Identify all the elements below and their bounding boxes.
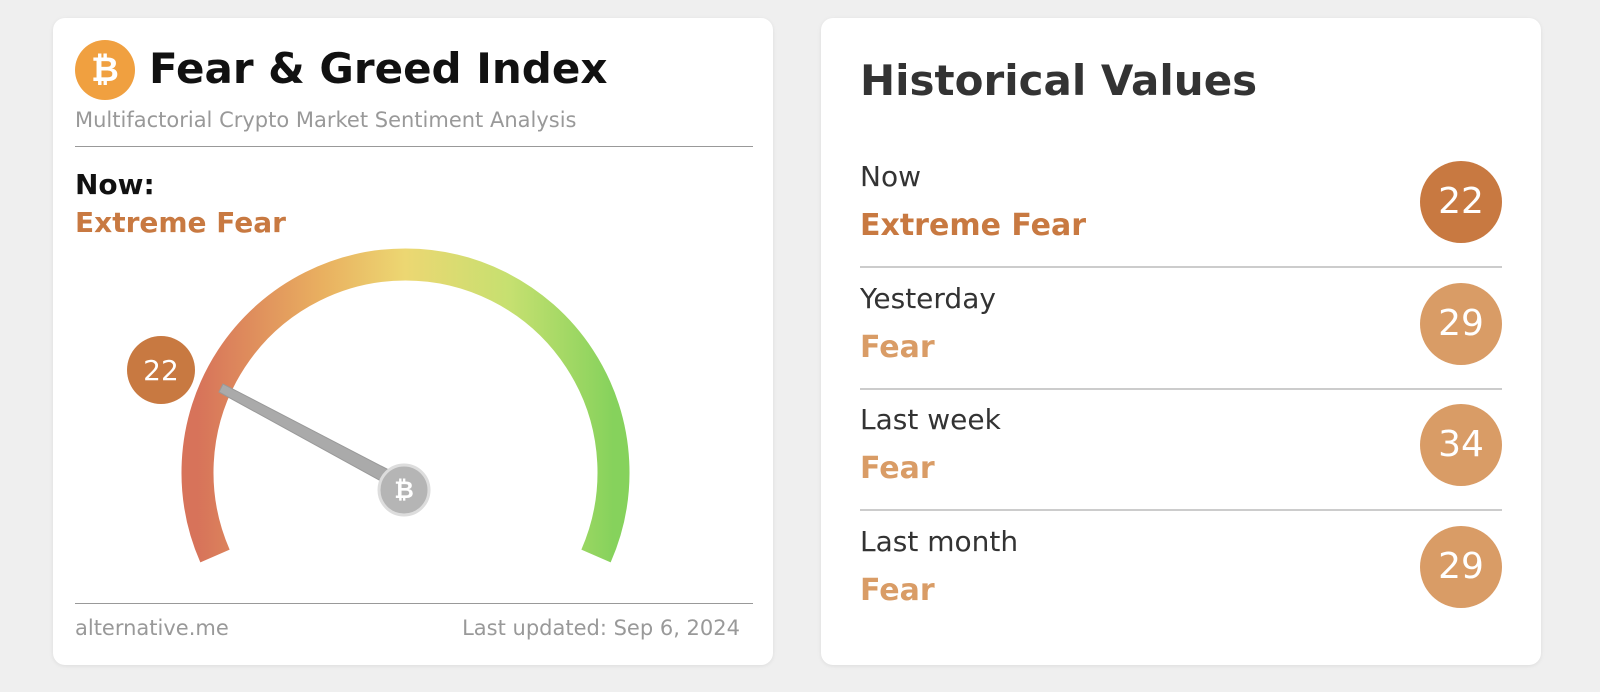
source: alternative.me [75, 616, 229, 640]
now-classification: Extreme Fear [75, 206, 286, 239]
title: Fear & Greed Index [149, 44, 608, 93]
subtitle: Multifactorial Crypto Market Sentiment A… [75, 108, 577, 132]
gauge-arc [181, 248, 630, 563]
divider [75, 603, 753, 604]
logo: ₿ [75, 40, 135, 100]
hub-logo: ₿ [394, 476, 414, 504]
index-card: ₿ Fear & Greed Index Multifactorial Cryp… [53, 18, 773, 665]
gauge: ₿ 22 [127, 248, 630, 563]
row-label: Now [860, 160, 921, 193]
divider [860, 266, 1502, 268]
divider [860, 509, 1502, 511]
needle-hub [377, 463, 431, 517]
value-text: 22 [143, 354, 179, 387]
row-label: Last week [860, 403, 1001, 436]
row-classification: Fear [860, 572, 935, 608]
row-value: 29 [1420, 525, 1502, 608]
row-value: 22 [1420, 161, 1502, 243]
divider [75, 146, 753, 147]
row-classification: Fear [860, 451, 935, 486]
row-classification: Extreme Fear [860, 208, 1087, 243]
updated: Last updated: Sep 6, 2024 [462, 616, 740, 640]
value-badge [127, 336, 195, 404]
history-card: Historical Values Now Extreme Fear 22 Yeste… [821, 18, 1541, 665]
now-label: Now: [75, 168, 155, 201]
title: Historical Values [860, 56, 1258, 105]
row-label: Yesterday [860, 281, 996, 315]
row-value: 34 [1420, 404, 1502, 486]
row-value: 29 [1420, 282, 1502, 365]
divider [860, 387, 1502, 390]
needle [218, 383, 409, 493]
row-classification: Fear [860, 329, 935, 365]
row-label: Last month [860, 524, 1019, 558]
